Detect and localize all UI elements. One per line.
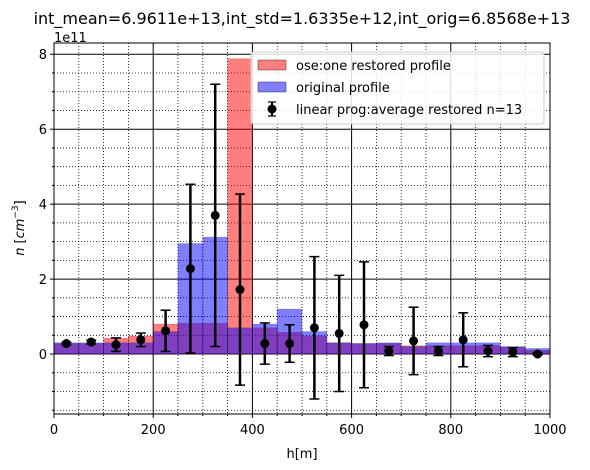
y-label-close-bracket: ] <box>13 200 28 205</box>
x-tick-label: 200 <box>141 423 166 438</box>
average-point <box>111 337 121 353</box>
y-label-exponent: −3 <box>11 205 21 218</box>
data-point <box>384 346 394 356</box>
data-point <box>210 210 220 220</box>
legend-swatch-original <box>257 81 287 93</box>
y-tick-label: 6 <box>39 123 47 138</box>
data-point <box>161 326 171 336</box>
x-tick-label: 800 <box>438 423 463 438</box>
average-point <box>383 345 394 357</box>
data-point <box>409 336 419 346</box>
average-point <box>135 332 146 348</box>
data-point <box>235 285 245 295</box>
average-point <box>235 193 245 386</box>
average-point <box>433 345 444 357</box>
y-tick-label: 8 <box>39 48 47 63</box>
average-point <box>259 322 270 365</box>
x-tick-label: 0 <box>50 423 58 438</box>
average-point <box>532 349 543 359</box>
y-label-open-bracket: [ <box>13 238 28 243</box>
x-tick-label: 400 <box>240 423 265 438</box>
average-point <box>408 306 419 376</box>
data-point <box>260 339 270 349</box>
data-point <box>136 335 146 345</box>
average-point <box>284 324 295 364</box>
y-label-unit: cm <box>13 219 28 239</box>
data-point <box>61 339 71 349</box>
average-point <box>483 344 493 358</box>
data-point <box>359 320 369 330</box>
data-point <box>86 337 96 347</box>
y-tick-label: 0 <box>39 348 47 363</box>
legend-label-average: linear prog:average restored n=13 <box>296 103 522 118</box>
data-point <box>285 339 295 349</box>
legend-label-original: original profile <box>296 81 390 96</box>
chart-title: int_mean=6.9611e+13,int_std=1.6335e+12,i… <box>34 9 571 29</box>
legend-box <box>250 51 545 125</box>
legend: ose:one restored profile original profil… <box>250 51 545 125</box>
data-point <box>111 340 121 350</box>
data-point <box>483 346 493 356</box>
average-restored-errorbars <box>61 83 543 400</box>
y-axis-label: n [cm−3] <box>11 200 28 256</box>
average-point <box>160 309 171 353</box>
x-tick-label: 600 <box>339 423 364 438</box>
average-point <box>86 337 97 347</box>
data-point <box>433 346 443 356</box>
legend-marker-average <box>267 101 277 117</box>
average-point <box>61 339 72 349</box>
average-point <box>359 261 369 389</box>
y-tick-label: 4 <box>39 198 47 213</box>
average-point <box>210 83 221 348</box>
average-point <box>507 346 518 358</box>
average-point <box>458 312 469 368</box>
data-point <box>533 349 543 359</box>
average-point <box>309 255 320 400</box>
x-tick-label: 1000 <box>533 423 566 438</box>
data-point <box>309 323 319 333</box>
legend-label-restored: ose:one restored profile <box>296 59 451 74</box>
y-tick-label: 2 <box>39 273 47 288</box>
data-point <box>458 335 468 345</box>
data-point <box>334 328 344 338</box>
average-point <box>334 274 345 393</box>
y-axis: 0 2 4 6 8 <box>39 48 54 411</box>
data-point <box>508 347 518 357</box>
data-point <box>185 264 195 274</box>
legend-swatch-restored <box>257 59 287 71</box>
x-axis: 0 200 400 600 800 1000 <box>50 414 567 438</box>
average-point <box>185 183 196 354</box>
y-label-symbol: n <box>13 248 28 256</box>
x-axis-label: h[m] <box>286 447 317 462</box>
y-offset-text: 1e11 <box>54 31 87 46</box>
